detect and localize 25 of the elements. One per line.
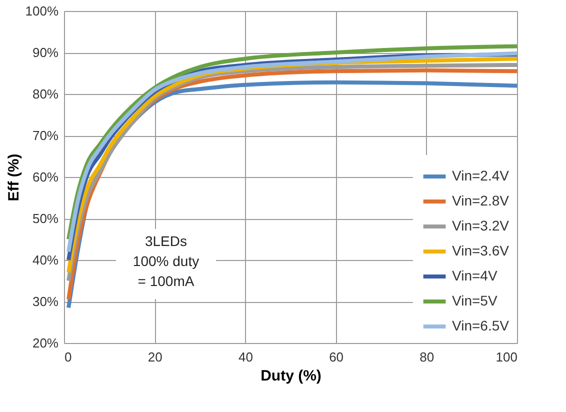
legend-label: Vin=2.8V [452, 192, 510, 208]
x-tick-label: 60 [329, 350, 344, 364]
legend-label: Vin=2.4V [452, 168, 510, 184]
y-tick-label: 50% [32, 211, 59, 226]
legend-label: Vin=3.2V [452, 218, 510, 234]
x-axis-title: Duty (%) [260, 368, 322, 384]
x-tick-label: 0 [64, 350, 72, 364]
y-tick-label: 70% [32, 128, 59, 143]
y-axis-title: Eff (%) [5, 154, 22, 202]
x-tick-label: 80 [420, 350, 434, 364]
y-tick-label: 20% [32, 336, 59, 350]
legend-label: Vin=6.5V [452, 318, 510, 334]
annotation: 3LEDs 100% duty = 100mA [132, 233, 200, 289]
y-tick-label: 100% [25, 4, 59, 18]
y-tick-label: 40% [32, 252, 59, 268]
y-tick-label: 90% [32, 45, 59, 60]
x-tick-label: 100 [496, 350, 518, 364]
x-tick-label: 40 [238, 350, 253, 364]
y-tick-label: 30% [32, 294, 59, 309]
legend-label: Vin=5V [452, 292, 498, 308]
y-tick-label: 80% [32, 86, 59, 102]
legend-label: Vin=3.6V [452, 242, 510, 258]
y-tick-label: 60% [32, 170, 59, 184]
legend-label: Vin=4V [452, 268, 498, 284]
x-tick-label: 20 [148, 350, 162, 364]
